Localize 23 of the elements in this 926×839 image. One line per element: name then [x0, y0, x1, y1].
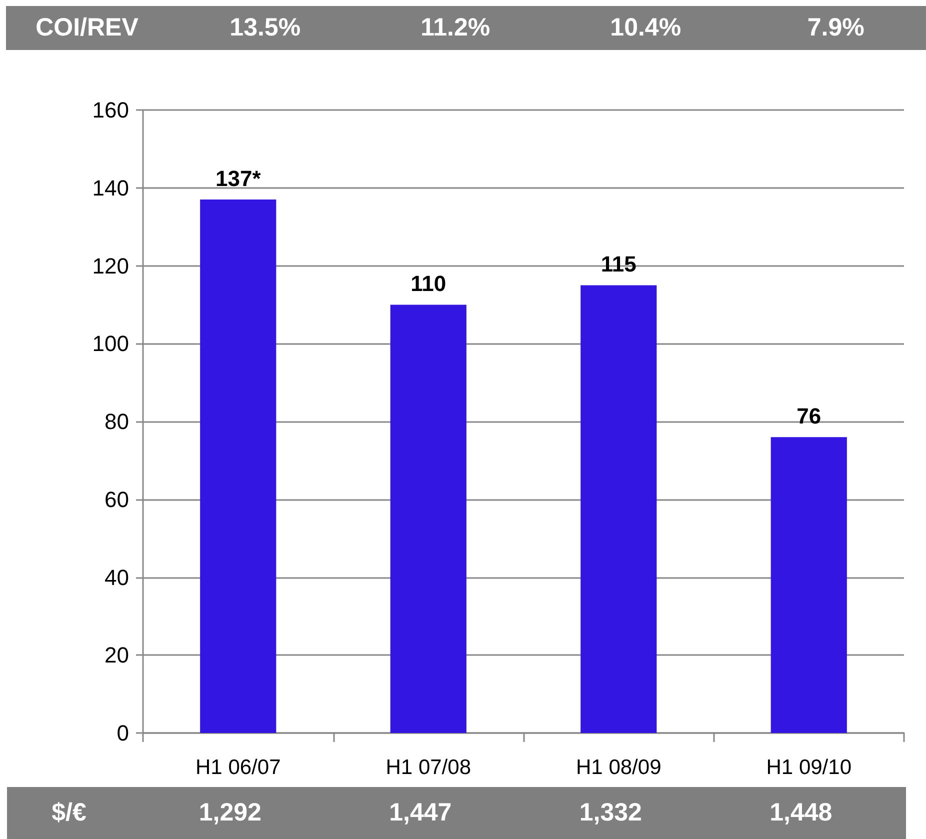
- y-tick-label: 60: [104, 486, 129, 512]
- data-label: 137*: [215, 166, 262, 192]
- y-tick-label: 40: [104, 564, 129, 590]
- data-label: 110: [410, 271, 446, 296]
- y-tick-label: 120: [92, 253, 129, 278]
- data-label: 76: [796, 404, 822, 429]
- x-tick-label: H1 09/10: [766, 756, 852, 779]
- y-tick-label: 0: [116, 720, 129, 746]
- header-strip: COI/REV 13.5% 11.2% 10.4% 7.9%: [6, 6, 926, 50]
- x-tick-label: H1 06/07: [196, 756, 281, 779]
- bar: [390, 304, 466, 733]
- y-tick-label: 140: [92, 175, 129, 200]
- x-tick-label: H1 07/08: [386, 756, 471, 779]
- y-tick-label: 160: [92, 98, 129, 122]
- y-tick-label: 20: [104, 642, 129, 668]
- bar: [200, 200, 276, 733]
- bar: [580, 285, 657, 733]
- y-tick-label: 80: [104, 409, 129, 434]
- data-label: 115: [600, 252, 636, 277]
- bar: [770, 437, 847, 733]
- x-tick-label: H1 08/09: [576, 756, 662, 779]
- footer-strip: $/€ 1,292 1,447 1,332 1,448: [7, 787, 906, 839]
- y-tick-label: 100: [92, 331, 129, 356]
